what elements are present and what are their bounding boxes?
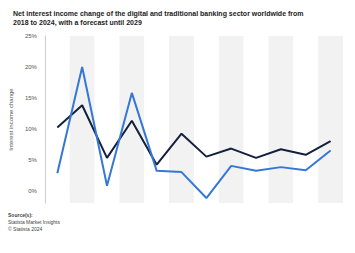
svg-text:5%: 5% [28, 157, 37, 163]
svg-text:© Statista 2024: © Statista 2024 [8, 226, 42, 232]
svg-text:0%: 0% [28, 188, 37, 194]
svg-text:2018 to 2024, with a forecast: 2018 to 2024, with a forecast until 2029 [13, 19, 142, 27]
svg-text:Source(s):: Source(s): [8, 212, 33, 218]
svg-text:25%: 25% [25, 33, 38, 39]
svg-text:Net interest income change of: Net interest income change of the digita… [13, 10, 305, 18]
svg-text:15%: 15% [25, 95, 38, 101]
svg-text:20%: 20% [25, 64, 38, 70]
svg-text:Interest income change: Interest income change [8, 88, 14, 151]
svg-text:Statista Market Insights: Statista Market Insights [8, 219, 60, 225]
svg-text:10%: 10% [25, 126, 38, 132]
